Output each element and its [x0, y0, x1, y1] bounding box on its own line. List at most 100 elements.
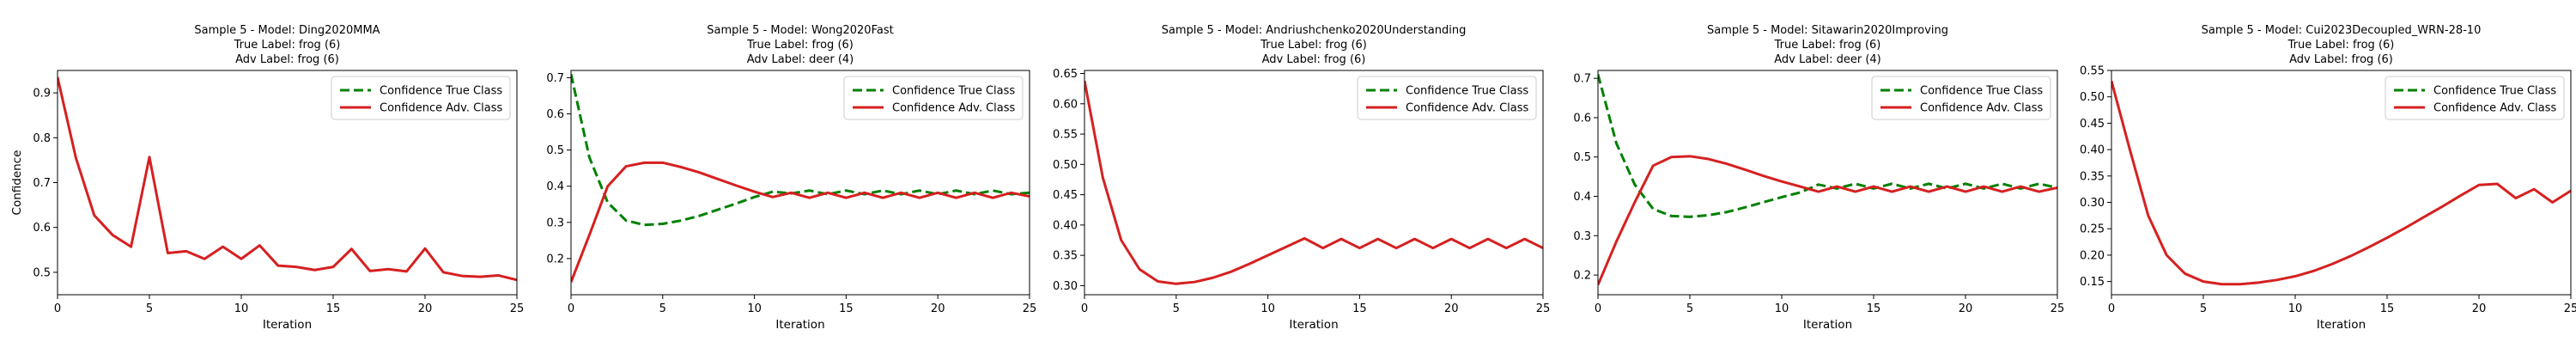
y-axis-label: Confidence: [10, 150, 24, 216]
x-tick-label: 15: [839, 302, 854, 315]
y-tick-label: 0.50: [1053, 159, 1078, 172]
y-tick-label: 0.40: [1053, 219, 1078, 232]
x-tick-label: 10: [1261, 302, 1275, 315]
y-tick-label: 0.45: [1053, 189, 1078, 202]
y-tick-label: 0.65: [1053, 68, 1078, 81]
y-tick-label: 0.5: [1573, 151, 1591, 164]
legend-label-true-class: Confidence True Class: [1920, 85, 2043, 98]
series-line-adv-class: [2111, 80, 2571, 286]
legend: Confidence True Class Confidence Adv. Cla…: [1871, 76, 2051, 120]
chart-title-line-1: Sample 5 - Model: Wong2020Fast: [707, 24, 893, 37]
plot-frame: [1597, 70, 2058, 296]
y-tick-label: 0.30: [1053, 280, 1078, 293]
legend-label-adv-class: Confidence Adv. Class: [2433, 102, 2557, 115]
legend-label-true-class: Confidence True Class: [2433, 85, 2556, 98]
x-tick-label: 5: [146, 302, 153, 315]
x-tick-label: 0: [54, 302, 61, 315]
y-tick-label: 0.4: [1573, 191, 1591, 204]
x-tick-label: 0: [1081, 302, 1088, 315]
x-tick-label: 5: [659, 302, 666, 315]
y-tick-label: 0.7: [1573, 73, 1591, 86]
y-tick-label: 0.45: [2080, 118, 2105, 131]
chart-title-line-2: True Label: frog (6): [2287, 39, 2395, 52]
chart-panel-5: Sample 5 - Model: Cui2023Decoupled_WRN-2…: [2080, 24, 2576, 332]
x-tick-label: 20: [1444, 302, 1459, 315]
y-tick-label: 0.55: [2080, 65, 2105, 78]
y-tick-label: 0.7: [546, 72, 564, 85]
y-tick-label: 0.6: [546, 108, 564, 121]
x-axis-label: Iteration: [775, 318, 824, 332]
legend: Confidence True Class Confidence Adv. Cla…: [331, 76, 511, 120]
chart-title-line-3: Adv Label: deer (4): [747, 53, 854, 66]
chart-title-line-3: Adv Label: deer (4): [1774, 53, 1880, 66]
plot-frame: [2111, 70, 2572, 296]
legend-box: [1871, 76, 2051, 120]
y-tick-label: 0.9: [33, 88, 51, 101]
x-axis-label: Iteration: [263, 318, 312, 332]
legend-box: [331, 76, 511, 120]
y-tick-label: 0.60: [1053, 98, 1078, 111]
x-tick-label: 25: [1023, 302, 1037, 315]
legend: Confidence True Class Confidence Adv. Cla…: [843, 76, 1024, 120]
chart-panel-2: Sample 5 - Model: Wong2020Fast True Label…: [546, 24, 1036, 332]
plot-frame: [57, 70, 518, 296]
x-tick-label: 10: [1775, 302, 1789, 315]
y-tick-label: 0.35: [2080, 170, 2105, 183]
x-tick-label: 10: [2288, 302, 2303, 315]
y-tick-label: 0.55: [1053, 129, 1078, 142]
chart-title-line-1: Sample 5 - Model: Ding2020MMA: [194, 24, 380, 37]
x-tick-label: 15: [1352, 302, 1367, 315]
legend-label-adv-class: Confidence Adv. Class: [1406, 102, 1529, 115]
series-line-adv-class: [1084, 80, 1543, 285]
x-axis-label: Iteration: [1289, 318, 1338, 332]
legend-label-adv-class: Confidence Adv. Class: [892, 102, 1016, 115]
y-tick-label: 0.3: [546, 217, 564, 229]
chart-panel-4: Sample 5 - Model: Sitawarin2020Improving…: [1573, 24, 2064, 332]
series-line-adv-class: [58, 76, 517, 282]
legend-box: [1357, 76, 1537, 120]
y-tick-label: 0.4: [546, 180, 564, 193]
chart-panel-3: Sample 5 - Model: Andriushchenko2020Unde…: [1053, 24, 1550, 332]
x-tick-label: 25: [510, 302, 525, 315]
x-tick-label: 5: [1173, 302, 1180, 315]
x-axis-label: Iteration: [2317, 318, 2366, 332]
legend: Confidence True Class Confidence Adv. Cla…: [1357, 76, 1537, 120]
series-line-true-class: [571, 73, 1030, 227]
x-tick-label: 0: [1595, 302, 1601, 315]
chart-title-line-1: Sample 5 - Model: Sitawarin2020Improving: [1707, 24, 1948, 37]
x-tick-label: 20: [931, 302, 945, 315]
legend-label-true-class: Confidence True Class: [892, 85, 1015, 98]
x-tick-label: 0: [2108, 302, 2115, 315]
x-tick-label: 10: [747, 302, 762, 315]
x-tick-label: 25: [2564, 302, 2576, 315]
x-tick-label: 20: [418, 302, 433, 315]
y-tick-label: 0.6: [1573, 112, 1591, 125]
y-tick-label: 0.7: [33, 177, 51, 190]
x-tick-label: 15: [326, 302, 341, 315]
chart-title-line-2: True Label: frog (6): [234, 39, 341, 52]
chart-title-line-3: Adv Label: frog (6): [235, 53, 339, 66]
x-tick-label: 15: [1867, 302, 1881, 315]
y-tick-label: 0.50: [2080, 91, 2105, 104]
y-tick-label: 0.2: [546, 253, 564, 266]
y-tick-label: 0.35: [1053, 250, 1078, 263]
y-tick-label: 0.30: [2080, 197, 2105, 210]
chart-title-line-2: True Label: frog (6): [1260, 39, 1367, 52]
y-tick-label: 0.5: [33, 266, 51, 279]
x-tick-label: 10: [234, 302, 249, 315]
chart-title-line-1: Sample 5 - Model: Cui2023Decoupled_WRN-2…: [2202, 24, 2482, 37]
y-tick-label: 0.6: [33, 222, 51, 235]
y-tick-label: 0.2: [1573, 270, 1591, 283]
chart-title-line-1: Sample 5 - Model: Andriushchenko2020Unde…: [1162, 24, 1467, 37]
y-tick-label: 0.20: [2080, 249, 2105, 262]
legend-label-adv-class: Confidence Adv. Class: [380, 102, 503, 115]
chart-title-line-3: Adv Label: frog (6): [2289, 53, 2393, 66]
y-tick-label: 0.40: [2080, 144, 2105, 157]
x-tick-label: 5: [2200, 302, 2207, 315]
y-tick-label: 0.8: [33, 132, 51, 145]
y-tick-label: 0.15: [2080, 276, 2105, 289]
chart-title-line-3: Adv Label: frog (6): [1262, 53, 1366, 66]
x-tick-label: 25: [1536, 302, 1551, 315]
